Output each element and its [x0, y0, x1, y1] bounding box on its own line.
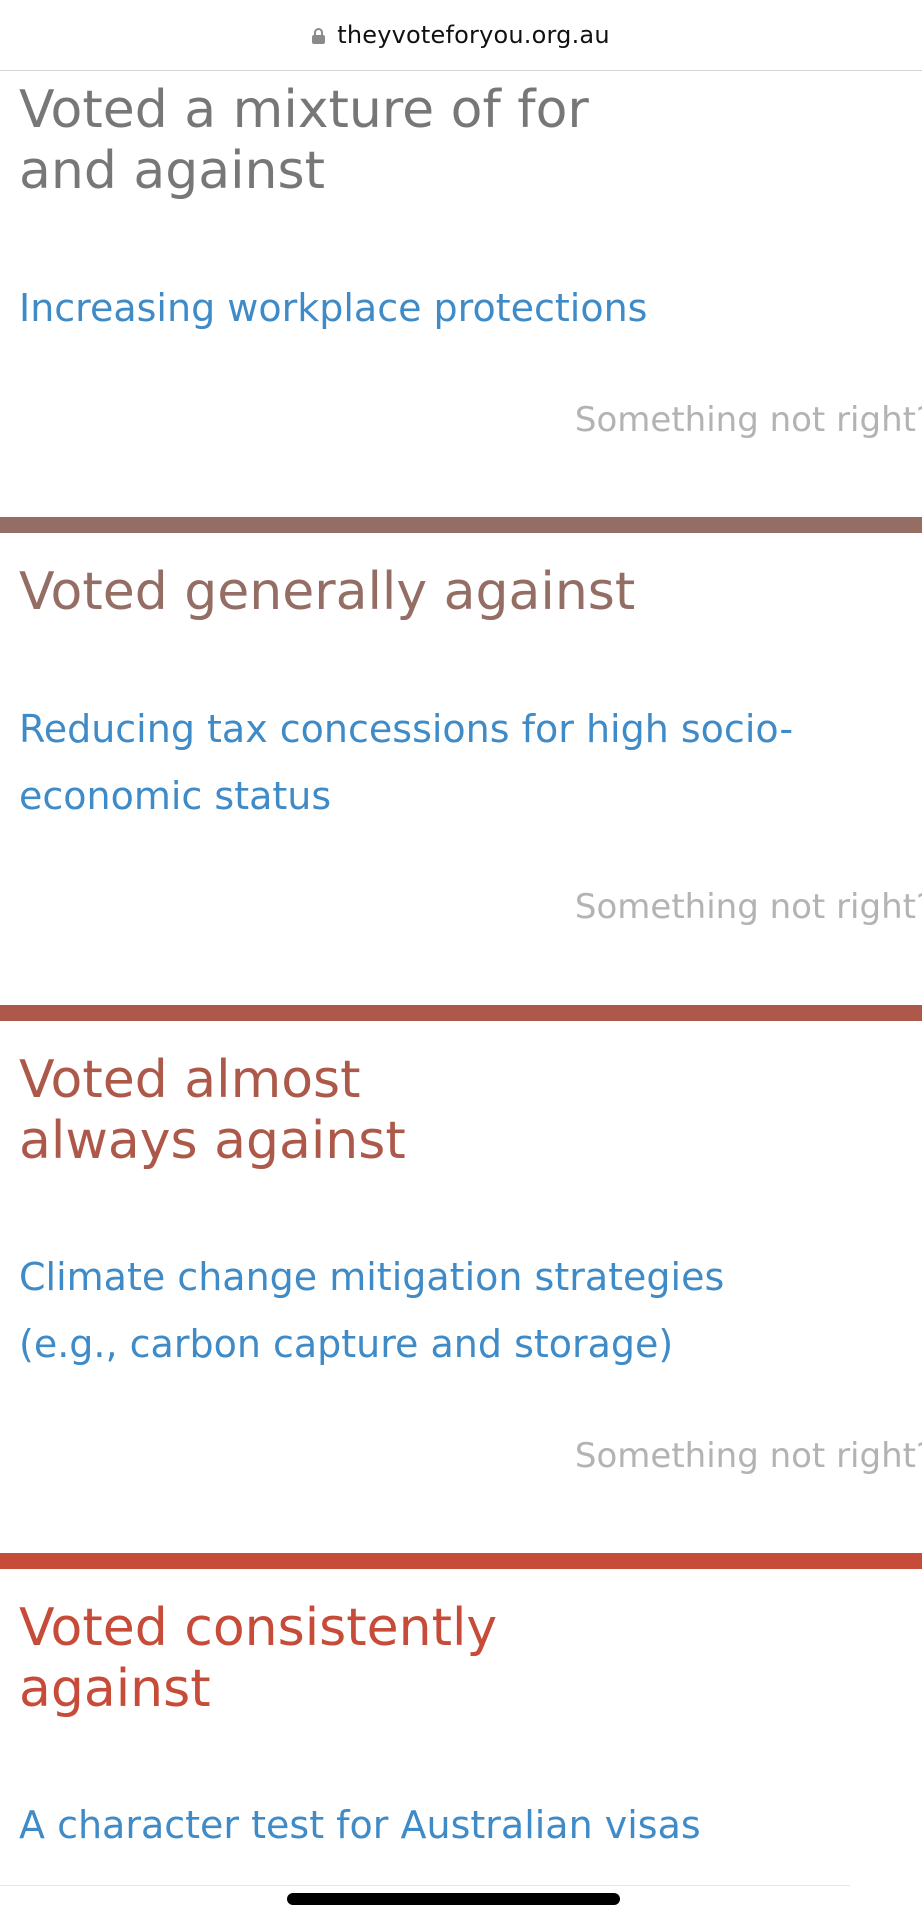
something-not-right-link[interactable]: Something not right? — [574, 1436, 922, 1476]
policy-link-line[interactable]: (e.g., carbon capture and storage) — [19, 1322, 674, 1366]
something-not-right-link[interactable]: Something not right? — [574, 400, 922, 440]
bottom-divider — [0, 1885, 850, 1886]
vote-heading: Voted almost always against — [19, 1050, 406, 1172]
vote-heading-line: against — [19, 1659, 211, 1719]
policy-link[interactable]: Increasing workplace protections — [19, 275, 647, 342]
policy-link[interactable]: Reducing tax concessions for high socio-… — [19, 696, 793, 830]
vote-heading: Voted a mixture of for and against — [19, 80, 589, 202]
vote-heading-line: Voted generally against — [19, 562, 636, 622]
vote-heading-line: Voted almost — [19, 1050, 361, 1110]
vote-heading-line: Voted a mixture of for — [19, 80, 589, 140]
vote-heading-line: always against — [19, 1111, 406, 1171]
policy-link-line[interactable]: Climate change mitigation strategies — [19, 1255, 725, 1299]
section-divider-bar — [0, 1553, 922, 1569]
policy-link-line[interactable]: Reducing tax concessions for high socio- — [19, 707, 794, 751]
url-text: theyvoteforyou.org.au — [337, 21, 610, 49]
vote-heading-line: Voted consistently — [19, 1598, 498, 1658]
section-divider-bar — [0, 1005, 922, 1021]
policy-link-line[interactable]: economic status — [19, 774, 332, 818]
lock-icon — [312, 28, 326, 44]
browser-url-bar[interactable]: theyvoteforyou.org.au — [0, 0, 922, 71]
policy-link[interactable]: A character test for Australian visas — [19, 1792, 701, 1859]
vote-heading: Voted generally against — [19, 562, 635, 623]
home-indicator[interactable] — [287, 1893, 620, 1905]
section-divider-bar — [0, 517, 922, 533]
policy-link[interactable]: Climate change mitigation strategies (e.… — [19, 1244, 724, 1378]
policy-link-line[interactable]: A character test for Australian visas — [19, 1803, 701, 1847]
vote-heading-line: and against — [19, 141, 325, 201]
policy-link-line[interactable]: Increasing workplace protections — [19, 286, 648, 330]
vote-heading: Voted consistently against — [19, 1598, 497, 1720]
something-not-right-link[interactable]: Something not right? — [574, 887, 922, 927]
